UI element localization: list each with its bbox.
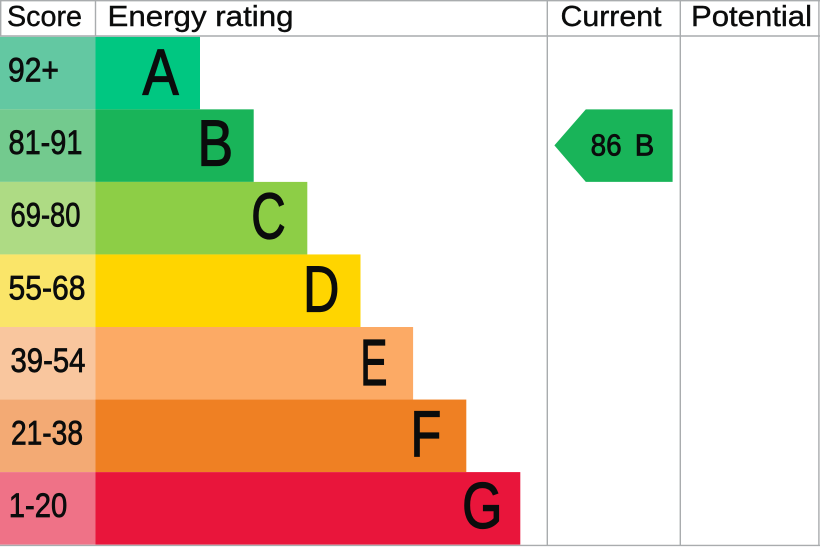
svg-text:Current: Current <box>561 1 662 33</box>
svg-text:G: G <box>462 470 502 542</box>
svg-text:B: B <box>198 107 234 179</box>
svg-text:D: D <box>303 254 339 326</box>
svg-text:1-20: 1-20 <box>9 487 68 525</box>
svg-text:86: 86 <box>591 129 622 163</box>
svg-text:Energy rating: Energy rating <box>108 1 294 33</box>
svg-text:69-80: 69-80 <box>11 197 81 235</box>
svg-text:55-68: 55-68 <box>9 269 86 307</box>
svg-text:C: C <box>251 180 285 252</box>
svg-text:39-54: 39-54 <box>11 342 86 380</box>
svg-text:B: B <box>635 129 655 163</box>
svg-text:F: F <box>411 398 442 470</box>
svg-text:Score: Score <box>7 1 82 33</box>
svg-text:92+: 92+ <box>8 52 59 90</box>
svg-text:Potential: Potential <box>691 1 812 33</box>
svg-text:E: E <box>360 327 387 399</box>
svg-text:21-38: 21-38 <box>11 414 83 452</box>
svg-text:A: A <box>143 36 179 108</box>
svg-text:81-91: 81-91 <box>9 124 83 162</box>
